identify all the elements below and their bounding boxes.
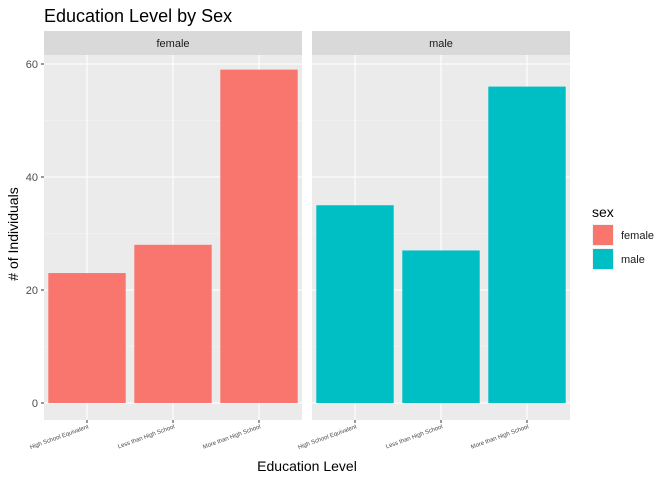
legend-key-female (593, 225, 613, 245)
legend-label-female: female (621, 230, 654, 242)
y-axis: 0 20 40 60 (26, 59, 44, 410)
facet-strip (312, 31, 570, 55)
y-tick-label: 0 (32, 398, 38, 410)
bar-female-high-school-equivalent (48, 273, 126, 403)
x-axis-title: Education Level (257, 458, 357, 474)
y-tick-label: 20 (26, 285, 38, 297)
legend-title: sex (592, 204, 614, 220)
y-axis-title: # of Individuals (5, 187, 21, 280)
y-tick-label: 40 (26, 172, 38, 184)
bar-male-less-than-high-school (402, 250, 480, 403)
bar-female-more-than-high-school (220, 69, 298, 404)
facet-strip-label: male (429, 38, 453, 50)
y-tick-label: 60 (26, 59, 38, 71)
legend-label-male: male (621, 254, 645, 266)
bar-male-high-school-equivalent (316, 205, 394, 403)
legend-key-male (593, 249, 613, 269)
bar-male-more-than-high-school (488, 86, 566, 403)
chart-title: Education Level by Sex (44, 6, 232, 26)
facet-strip (44, 31, 302, 55)
facet-strip-label: female (156, 38, 189, 50)
bar-female-less-than-high-school (134, 244, 212, 403)
legend: sex female male (592, 204, 654, 270)
